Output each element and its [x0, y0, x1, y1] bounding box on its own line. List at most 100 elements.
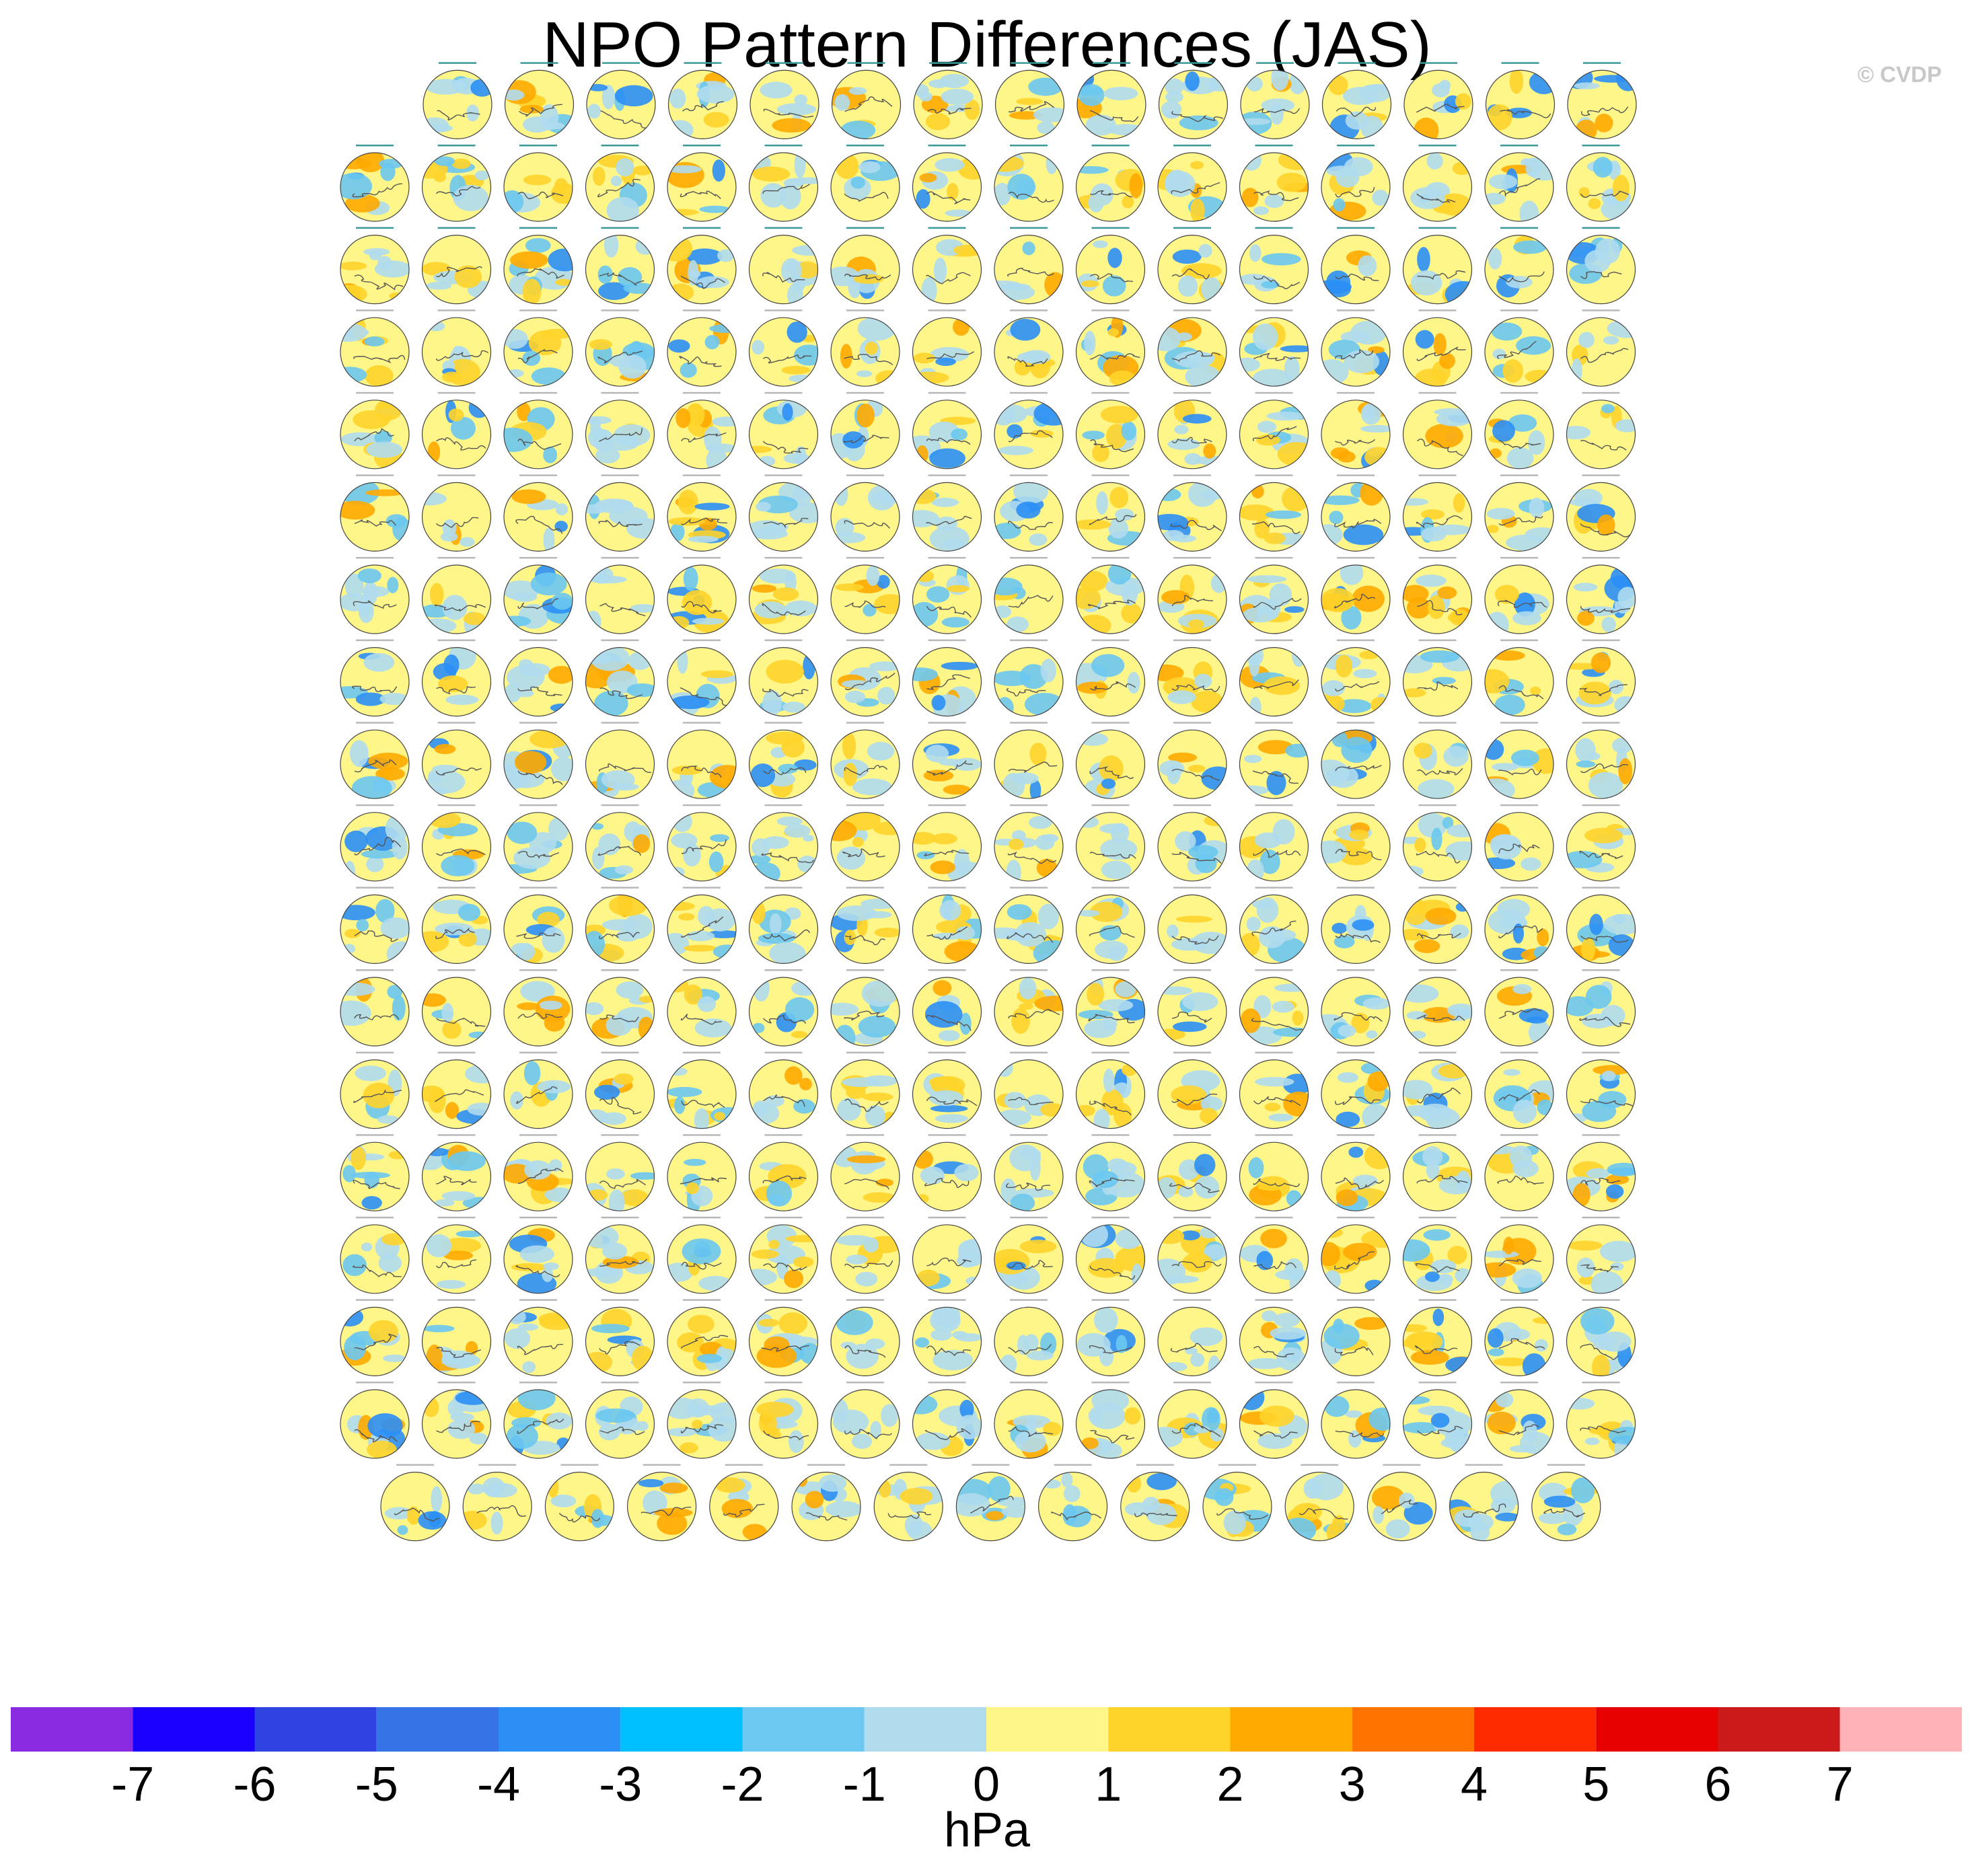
polar-map-panel	[748, 1216, 819, 1294]
polar-map-panel	[748, 145, 819, 222]
polar-map-panel	[1239, 887, 1309, 965]
polar-map-panel	[667, 62, 738, 139]
colorbar-box	[376, 1707, 499, 1752]
polar-map-panel	[585, 474, 655, 552]
polar-map-panel	[748, 1382, 819, 1459]
polar-map-panel	[1403, 62, 1473, 139]
polar-map-panel	[830, 887, 900, 965]
polar-map-panel	[1566, 804, 1636, 882]
polar-map-panel	[421, 639, 492, 717]
polar-map-panel	[748, 227, 819, 305]
polar-map-panel	[748, 722, 819, 799]
polar-map-panel	[340, 639, 410, 717]
polar-map-panel	[748, 1299, 819, 1377]
polar-map-panel	[830, 557, 900, 634]
polar-map-panel	[830, 969, 900, 1047]
polar-map-panel	[503, 391, 573, 470]
polar-map-panel	[667, 1216, 737, 1294]
polar-map-panel	[1566, 1051, 1636, 1129]
polar-map-panel	[1037, 1464, 1108, 1542]
polar-map-panel	[1157, 639, 1227, 717]
polar-map-panel	[1566, 145, 1636, 222]
polar-map-panel	[748, 969, 819, 1047]
polar-map-panel	[667, 309, 737, 387]
polar-map-panel	[1076, 62, 1146, 139]
polar-map-panel	[912, 639, 982, 717]
polar-map-panel	[912, 557, 982, 634]
polar-map-panel	[544, 1464, 615, 1542]
polar-map-panel	[421, 1382, 492, 1459]
polar-map-panel	[1484, 887, 1554, 965]
polar-map-panel	[667, 557, 737, 634]
polar-map-panel	[830, 1051, 900, 1129]
polar-map-panel	[994, 62, 1065, 139]
polar-map-panel	[831, 62, 902, 139]
polar-map-panel	[830, 639, 900, 717]
polar-map-panel	[1484, 1134, 1554, 1211]
polar-map-panel	[1075, 145, 1146, 222]
colorbar-tick-label: -7	[111, 1758, 155, 1811]
polar-map-panel	[830, 1134, 900, 1211]
polar-map-panel	[1484, 1382, 1554, 1459]
polar-map-panel	[503, 1382, 573, 1459]
polar-map-panel	[585, 1299, 655, 1377]
polar-map-panel	[1366, 1464, 1436, 1542]
polar-map-panel	[585, 1051, 655, 1129]
polar-map-panel	[585, 1216, 655, 1294]
polar-map-panel	[667, 1051, 737, 1129]
polar-map-panel	[748, 557, 819, 634]
polar-map-panel	[585, 804, 655, 882]
polar-map-panel	[1075, 1216, 1146, 1294]
polar-map-panel	[585, 639, 655, 717]
polar-map-panel	[1566, 722, 1636, 799]
polar-map-panel	[1202, 1464, 1272, 1542]
polar-map-panel	[1239, 1051, 1309, 1129]
polar-map-panel	[1402, 309, 1473, 387]
polar-map-panel	[955, 1464, 1026, 1542]
polar-map-panel	[585, 1382, 655, 1459]
polar-map-panel	[1239, 474, 1309, 552]
polar-map-panel	[503, 557, 573, 634]
polar-map-panel	[667, 227, 737, 305]
polar-map-panel	[1484, 145, 1554, 222]
polar-map-panel	[667, 969, 737, 1047]
polar-map-panel	[1075, 1299, 1146, 1377]
polar-map-panel	[1402, 227, 1473, 305]
polar-map-panel	[1321, 887, 1391, 965]
polar-map-panel	[1075, 969, 1146, 1047]
polar-map-panel	[748, 1134, 819, 1211]
polar-map-panel	[340, 557, 410, 634]
polar-map-panel	[586, 62, 656, 139]
polar-map-panel	[748, 887, 819, 965]
polar-map-panel	[994, 1051, 1064, 1129]
polar-map-panel	[1484, 1299, 1554, 1377]
polar-map-panel	[1157, 887, 1227, 965]
polar-map-panel	[1075, 309, 1146, 387]
polar-map-panel	[913, 62, 983, 139]
polar-map-panel	[1321, 1299, 1391, 1377]
polar-map-panel	[503, 227, 573, 305]
polar-map-panel	[912, 887, 982, 965]
polar-map-panel	[340, 309, 410, 387]
polar-map-panel	[585, 391, 655, 470]
polar-map-panel	[1566, 227, 1636, 305]
polar-map-panel	[748, 804, 819, 882]
colorbar-units: hPa	[943, 1803, 1031, 1857]
polar-map-panel	[830, 145, 900, 222]
polar-map-panel	[1402, 1382, 1473, 1459]
polar-map-panel	[1566, 557, 1636, 634]
colorbar-tick-label: 3	[1338, 1758, 1366, 1811]
polar-map-panel	[462, 1464, 532, 1542]
polar-map-panel	[421, 1216, 492, 1294]
polar-map-panel	[1157, 391, 1227, 470]
polar-map-panel	[503, 309, 573, 387]
polar-map-panel	[1075, 557, 1146, 634]
polar-map-panel	[340, 1216, 410, 1294]
polar-map-panel	[421, 309, 492, 387]
polar-map-panel	[1402, 722, 1473, 799]
colorbar-box	[11, 1707, 133, 1752]
polar-map-panel	[1566, 309, 1636, 387]
colorbar-tick-label: 4	[1460, 1758, 1488, 1811]
polar-map-panel	[830, 1382, 900, 1459]
polar-map-panel	[1402, 1299, 1473, 1377]
